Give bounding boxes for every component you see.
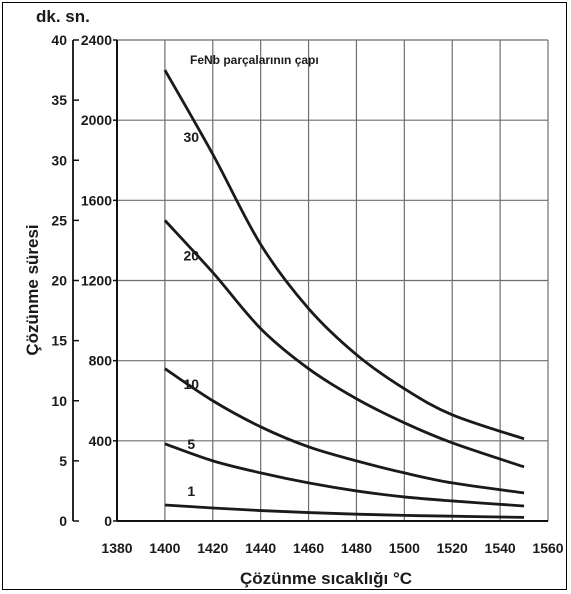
minutes-tick-label: 30 — [51, 152, 67, 168]
minutes-tick-label: 0 — [59, 513, 67, 529]
series-line-30 — [163, 69, 525, 441]
y-tick-label: 2400 — [81, 32, 112, 48]
minutes-tick-label: 10 — [51, 393, 67, 409]
series-line-20 — [163, 219, 525, 469]
minutes-tick-label: 15 — [51, 333, 67, 349]
y-tick-label: 2000 — [81, 112, 112, 128]
series-label-10: 10 — [183, 376, 199, 392]
minutes-tick-label: 20 — [51, 273, 67, 289]
x-tick-label: 1420 — [197, 540, 228, 556]
minutes-tick-label: 35 — [51, 92, 67, 108]
y-tick-label: 1200 — [81, 273, 112, 289]
y-tick-label: 1600 — [81, 192, 112, 208]
series-lines — [163, 69, 525, 519]
x-tick-label: 1540 — [485, 540, 516, 556]
series-label-20: 20 — [183, 247, 199, 263]
x-tick-label: 1460 — [293, 540, 324, 556]
x-tick-label: 1440 — [245, 540, 276, 556]
minutes-tick-label: 25 — [51, 212, 67, 228]
grid-lines — [117, 39, 549, 521]
series-line-1 — [164, 503, 525, 519]
tick-labels: 1380 1400 1420 1440 1460 1480 1500 1520 1540 1560… — [51, 32, 563, 556]
series-label-5: 5 — [187, 436, 195, 452]
y-tick-label: 800 — [89, 353, 113, 369]
series-label-30: 30 — [183, 129, 199, 145]
x-tick-label: 1380 — [101, 540, 132, 556]
series-labels: 30 20 10 5 1 — [183, 129, 199, 499]
minutes-tick-label: 40 — [51, 32, 67, 48]
series-line-10 — [164, 367, 525, 495]
y-axis-label: Çözünme süresi — [23, 224, 42, 355]
chart-frame — [2, 2, 567, 590]
x-tick-label: 1560 — [532, 540, 563, 556]
axes — [72, 39, 548, 522]
x-tick-label: 1500 — [389, 540, 420, 556]
x-tick-label: 1480 — [341, 540, 372, 556]
y-tick-label: 0 — [104, 513, 112, 529]
y-tick-label: 400 — [89, 433, 113, 449]
x-tick-label: 1520 — [437, 540, 468, 556]
series-line-5 — [164, 442, 525, 508]
minutes-tick-label: 5 — [59, 453, 67, 469]
x-tick-label: 1400 — [149, 540, 180, 556]
legend-title: FeNb parçalarının çapı — [190, 53, 319, 67]
x-axis-label: Çözünme sıcaklığı °C — [240, 569, 412, 588]
unit-label: dk. sn. — [36, 7, 90, 26]
series-label-1: 1 — [187, 483, 195, 499]
